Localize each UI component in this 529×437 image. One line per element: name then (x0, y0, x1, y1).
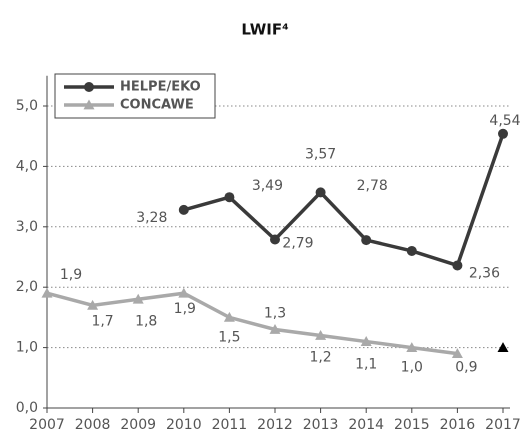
point (406, 245, 417, 256)
point (224, 192, 235, 203)
marker (497, 342, 509, 352)
data-label: 1,8 (135, 313, 157, 329)
y-tick-label: 1,0 (16, 340, 38, 356)
x-tick-label: 2012 (257, 417, 293, 433)
data-label: 1,7 (91, 313, 113, 329)
y-tick-label: 4,0 (16, 158, 38, 174)
y-tick-label: 5,0 (16, 98, 38, 114)
data-label: 1,9 (60, 267, 82, 283)
point (178, 287, 190, 298)
data-label: 3,49 (252, 178, 283, 194)
y-tick-label: 2,0 (16, 279, 38, 295)
point (315, 330, 327, 340)
x-tick-label: 2015 (394, 417, 430, 433)
data-label: 2,36 (469, 265, 500, 281)
point (41, 287, 53, 298)
data-label: 3,28 (136, 210, 167, 226)
point (178, 204, 189, 215)
legend-marker (83, 99, 95, 110)
x-tick-label: 2007 (29, 417, 65, 433)
point (132, 293, 144, 304)
series-line (46, 291, 458, 356)
x-tick-label: 2013 (303, 417, 339, 433)
point (361, 235, 372, 246)
point (87, 299, 99, 310)
legend-marker (84, 82, 94, 92)
data-label: 1,3 (264, 305, 286, 321)
x-tick-label: 2016 (440, 417, 476, 433)
point (223, 311, 235, 322)
point (315, 187, 326, 198)
data-label: 1,1 (355, 357, 377, 373)
point (451, 348, 463, 359)
point (406, 342, 418, 352)
data-label: 2,78 (357, 178, 388, 194)
data-label: 2,79 (282, 235, 313, 251)
x-tick-label: 2009 (120, 417, 156, 433)
point (360, 336, 372, 346)
y-tick-label: 3,0 (16, 219, 38, 235)
data-label: 1,2 (309, 350, 331, 366)
series-line (183, 133, 505, 268)
legend-box (54, 73, 216, 119)
data-label: 1,9 (174, 301, 196, 317)
legend-label: HELPE/EKO (120, 80, 201, 95)
data-label: 1,5 (218, 329, 240, 345)
point (269, 323, 281, 334)
point (498, 128, 508, 139)
x-tick-label: 2017 (485, 417, 521, 433)
x-tick-label: 2014 (348, 417, 384, 433)
data-label: 3,57 (305, 146, 336, 162)
chart-title: LWIF⁴ (241, 21, 288, 39)
data-label: 4,54 (489, 113, 520, 129)
point (452, 260, 463, 271)
x-tick-label: 2011 (212, 417, 248, 433)
point (270, 234, 280, 245)
x-tick-label: 2008 (75, 417, 111, 433)
legend-label: CONCAWE (120, 98, 194, 113)
x-tick-label: 2010 (166, 417, 202, 433)
y-tick-label: 0,0 (16, 400, 38, 416)
data-label: 0,9 (455, 360, 477, 376)
data-label: 1,0 (401, 360, 423, 376)
